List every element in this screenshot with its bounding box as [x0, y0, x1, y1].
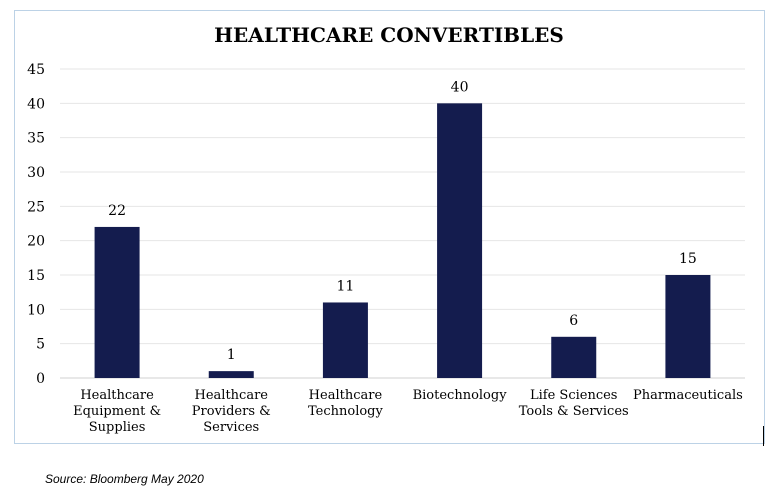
y-tick-label: 0: [36, 371, 45, 387]
y-tick-label: 15: [27, 268, 45, 284]
data-label: 6: [569, 313, 578, 329]
bar: [551, 336, 597, 378]
x-tick-label-line: Life Sciences: [530, 388, 617, 403]
x-tick-label: Pharmaceuticals: [633, 388, 743, 403]
x-tick-label: Healthcare Equipment & Supplies: [73, 388, 161, 435]
data-label: 15: [679, 251, 697, 267]
x-tick-label-line: Healthcare: [309, 388, 383, 403]
x-tick-label-line: Pharmaceuticals: [633, 388, 743, 403]
x-tick-label: Healthcare Technology: [308, 388, 384, 419]
x-tick-label: Biotechnology: [413, 388, 508, 403]
y-tick-label: 5: [36, 337, 45, 353]
data-label: 22: [108, 203, 126, 219]
source-note: Source: Bloomberg May 2020: [45, 472, 204, 486]
chart-title: HEALTHCARE CONVERTIBLES: [214, 23, 564, 47]
y-tick-label: 40: [27, 96, 45, 112]
y-tick-label: 25: [27, 199, 45, 215]
x-tick-label-line: Services: [203, 420, 259, 435]
data-label: 40: [451, 79, 469, 95]
bar: [208, 371, 254, 378]
x-tick-label-line: Equipment &: [73, 404, 161, 419]
x-tick-label: Healthcare Providers & Services: [192, 388, 271, 435]
x-tick-label-line: Tools & Services: [519, 404, 629, 419]
bar: [94, 226, 140, 378]
x-tick-label-line: Healthcare: [195, 388, 269, 403]
y-tick-label: 20: [27, 234, 45, 250]
y-tick-label: 45: [27, 62, 45, 78]
x-tick-label-line: Biotechnology: [413, 388, 508, 403]
y-tick-label: 10: [27, 302, 45, 318]
x-tick-label-line: Technology: [308, 404, 384, 419]
data-label: 11: [337, 278, 355, 294]
bar-chart: HEALTHCARE CONVERTIBLES 0 5 10 15 20 25 30 35 40…: [27, 23, 745, 435]
data-label: 1: [227, 347, 236, 363]
bar: [665, 275, 711, 378]
x-tick-label-line: Supplies: [89, 420, 146, 435]
bar: [322, 302, 368, 378]
x-tick-label-line: Providers &: [192, 404, 271, 419]
x-tick-label-line: Healthcare: [80, 388, 154, 403]
frame-edge-mark: [763, 426, 764, 446]
y-tick-label: 35: [27, 131, 45, 147]
x-tick-label: Life Sciences Tools & Services: [519, 388, 629, 419]
y-tick-label: 30: [27, 165, 45, 181]
bar: [437, 103, 483, 378]
